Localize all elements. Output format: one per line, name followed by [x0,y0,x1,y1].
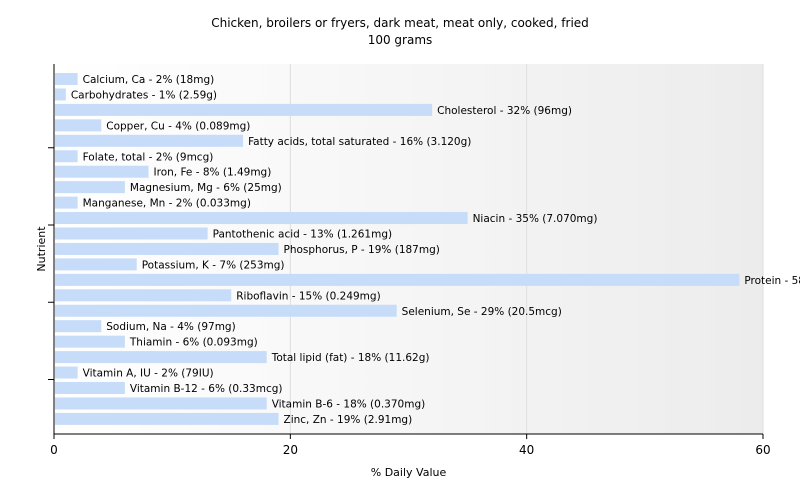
chart-subtitle: 100 grams [367,33,433,47]
bar-label: Folate, total - 2% (9mcg) [83,151,214,163]
bar-label: Protein - 58% (28.99g) [744,275,800,287]
bar [55,304,397,317]
bar [55,335,125,348]
bar [55,412,279,425]
x-tick-label: 0 [50,443,58,457]
bar-label: Thiamin - 6% (0.093mg) [129,337,258,349]
bar-label: Riboflavin - 15% (0.249mg) [236,290,380,302]
bar [55,165,149,178]
grid-lines [289,64,764,434]
bar-label: Manganese, Mn - 2% (0.033mg) [83,198,251,210]
bar [55,273,740,286]
bar-label: Calcium, Ca - 2% (18mg) [83,74,215,86]
bar-label: Copper, Cu - 4% (0.089mg) [106,120,250,132]
x-axis-label: % Daily Value [371,466,447,479]
bar [55,320,102,333]
axes-group: 0 20 40 60 [48,64,771,457]
bar-label: Selenium, Se - 29% (20.5mcg) [402,306,562,318]
bar-label: Magnesium, Mg - 6% (25mg) [130,182,282,194]
bar-label: Potassium, K - 7% (253mg) [142,259,285,271]
x-tick-label: 60 [755,443,770,457]
bar-label: Sodium, Na - 4% (97mg) [106,321,235,333]
bar-label: Iron, Fe - 8% (1.49mg) [154,167,272,179]
bar [55,242,279,255]
bar [55,351,267,364]
bar [55,150,78,163]
bar [55,212,468,225]
x-tick-label: 40 [519,443,534,457]
chart-title: Chicken, broilers or fryers, dark meat, … [211,16,589,30]
bar-label: Pantothenic acid - 13% (1.261mg) [213,229,392,241]
bar [55,258,137,271]
bar-label: Vitamin A, IU - 2% (79IU) [83,368,214,380]
bar-label: Zinc, Zn - 19% (2.91mg) [284,414,413,426]
bar [55,227,208,240]
y-axis-label: Nutrient [35,226,48,272]
bar-label: Vitamin B-6 - 18% (0.370mg) [272,398,426,410]
bar [55,88,66,101]
bar-label: Carbohydrates - 1% (2.59g) [71,89,217,101]
bar [55,366,78,379]
bar [55,196,78,209]
bar-label: Total lipid (fat) - 18% (11.62g) [271,352,430,364]
bar [55,103,433,116]
bar-label: Niacin - 35% (7.070mg) [473,213,598,225]
bars-group: Calcium, Ca - 2% (18mg) Carbohydrates - 1… [55,73,800,426]
bar-label: Vitamin B-12 - 6% (0.33mcg) [130,383,283,395]
bar [55,382,125,394]
bar [55,397,267,410]
bar [55,134,244,147]
bar [55,289,232,302]
bar [55,73,78,85]
bar-label: Phosphorus, P - 19% (187mg) [284,244,440,256]
bar [55,181,125,194]
bar-label: Cholesterol - 32% (96mg) [437,105,572,117]
bar [55,119,102,132]
bar-label: Fatty acids, total saturated - 16% (3.12… [248,136,471,148]
x-tick-label: 20 [283,443,298,457]
